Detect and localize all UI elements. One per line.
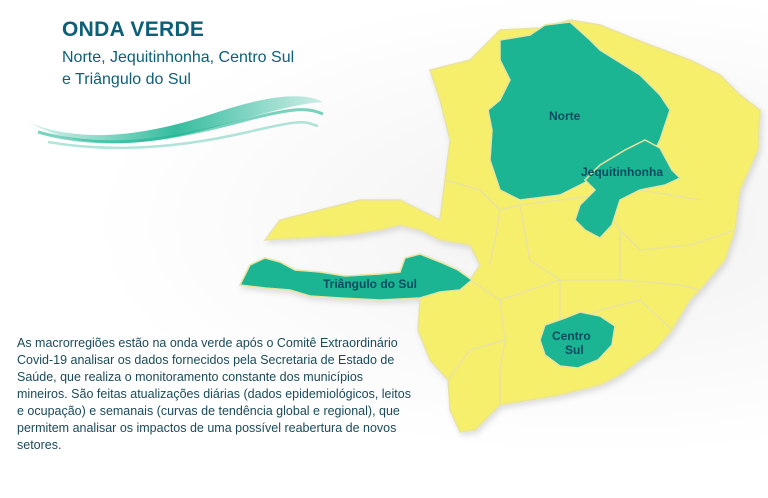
- label-jequitinhonha: Jequitinhonha: [581, 165, 663, 179]
- subtitle-line-1: Norte, Jequitinhonha, Centro Sul: [62, 49, 295, 66]
- page-subtitle: Norte, Jequitinhonha, Centro Sul e Triân…: [62, 47, 342, 91]
- decorative-waves: [28, 96, 324, 150]
- region-jequitinhonha: [574, 139, 682, 239]
- label-centro-sul-1: Centro: [552, 329, 591, 343]
- label-norte: Norte: [549, 109, 581, 123]
- subtitle-line-2: e Triângulo do Sul: [62, 71, 191, 88]
- region-triangulo-sul: [238, 253, 474, 301]
- region-borders: [444, 179, 736, 405]
- region-centro-sul: [539, 311, 616, 369]
- label-centro-sul-2: Sul: [565, 343, 584, 357]
- label-triangulo-sul: Triângulo do Sul: [323, 277, 417, 291]
- description-text: As macrorregiões estão na onda verde apó…: [17, 336, 411, 452]
- page-title: ONDA VERDE: [62, 18, 205, 41]
